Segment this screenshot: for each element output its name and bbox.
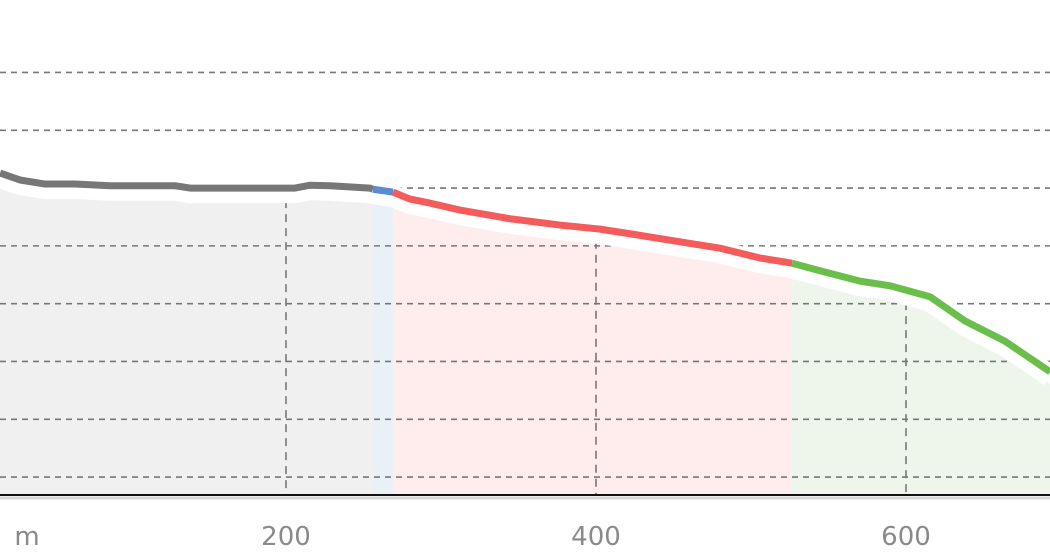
gridlines bbox=[0, 71, 1050, 495]
white-halo bbox=[0, 166, 1050, 385]
x-tick-label: 400 bbox=[571, 522, 621, 552]
profile-lines bbox=[0, 169, 1050, 375]
line-halo bbox=[0, 166, 1050, 385]
area-fill-segment-1 bbox=[0, 185, 373, 495]
area-fills bbox=[0, 185, 1050, 496]
profile-line-segment-4 bbox=[791, 259, 1050, 375]
profile-line-segment-2 bbox=[372, 185, 394, 196]
profile-line-segment-3 bbox=[391, 188, 793, 267]
area-fill-segment-3 bbox=[392, 204, 793, 496]
area-fill-segment-4 bbox=[792, 275, 1050, 495]
profile-line-segment-1 bbox=[0, 169, 375, 193]
x-tick-label: 600 bbox=[881, 522, 931, 552]
x-tick-label: 200 bbox=[261, 522, 311, 552]
x-axis-unit-label: m bbox=[14, 522, 39, 552]
area-fill-segment-2 bbox=[372, 201, 393, 495]
